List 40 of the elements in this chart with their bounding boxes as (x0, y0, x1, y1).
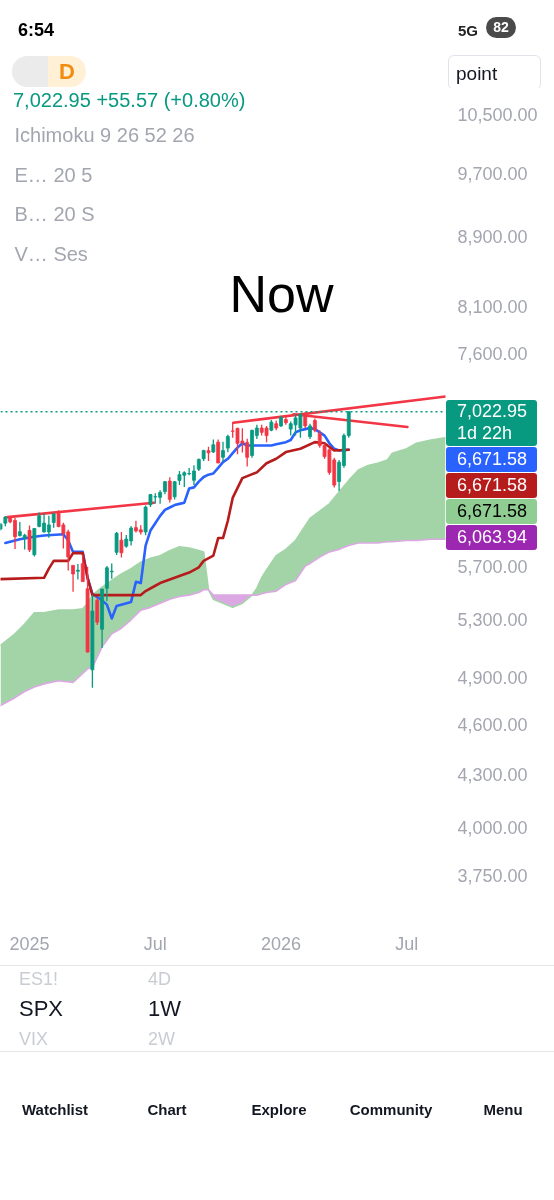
y-tick-label: 8,900.00 (457, 227, 528, 248)
text: 5G (458, 21, 479, 41)
y-tick-label: 4,000.00 (457, 818, 528, 839)
y-tick-label: 5,300.00 (457, 610, 528, 631)
x-tick-label: 2026 (261, 933, 302, 954)
text: point (448, 55, 541, 90)
text: Chart (146, 1100, 188, 1120)
annotation: E… 20 5 (14, 163, 93, 186)
y-tick-label: 3,750.00 (457, 866, 528, 886)
text: 6,063.94 (446, 525, 537, 551)
ref-line-label: 7,022.95 (457, 400, 528, 422)
y-tick-label: 4,900.00 (457, 668, 528, 689)
text: SPX (19, 995, 64, 1023)
text: D (48, 56, 86, 87)
x-tick-label: Jul (143, 933, 167, 954)
text: Menu (482, 1100, 524, 1120)
annotation: V… Ses (14, 242, 88, 265)
y-tick-label: 10,500.00 (457, 105, 538, 125)
text: 6,671.58 (446, 447, 537, 473)
x-tick-label: 2025 (9, 933, 50, 954)
text: Community (348, 1100, 434, 1120)
text: 6,671.58 (446, 473, 537, 499)
text: 6,671.58 (446, 499, 537, 525)
y-tick-label: 8,100.00 (457, 296, 528, 317)
y-tick-label: 5,700.00 (457, 556, 528, 577)
text: 1W (148, 995, 181, 1023)
y-tick-label: 4,300.00 (457, 764, 528, 785)
y-tick-label: 9,700.00 (457, 163, 528, 184)
text: 82 (486, 17, 516, 38)
annotation: Ichimoku 9 26 52 26 (14, 123, 195, 146)
text: Explore (250, 1100, 308, 1120)
y-tick-label: 7,600.00 (457, 343, 528, 364)
text: 7,022.95 +55.57 (+0.80%) (13, 89, 246, 111)
text: Watchlist (20, 1100, 90, 1120)
text: 1d 22h (457, 422, 513, 444)
x-tick-label: Jul (395, 933, 419, 954)
annotation: Now (229, 264, 334, 323)
y-tick-label: 4,600.00 (457, 715, 528, 735)
text: 6:54 (18, 19, 55, 42)
annotation: B… 20 S (14, 202, 95, 225)
